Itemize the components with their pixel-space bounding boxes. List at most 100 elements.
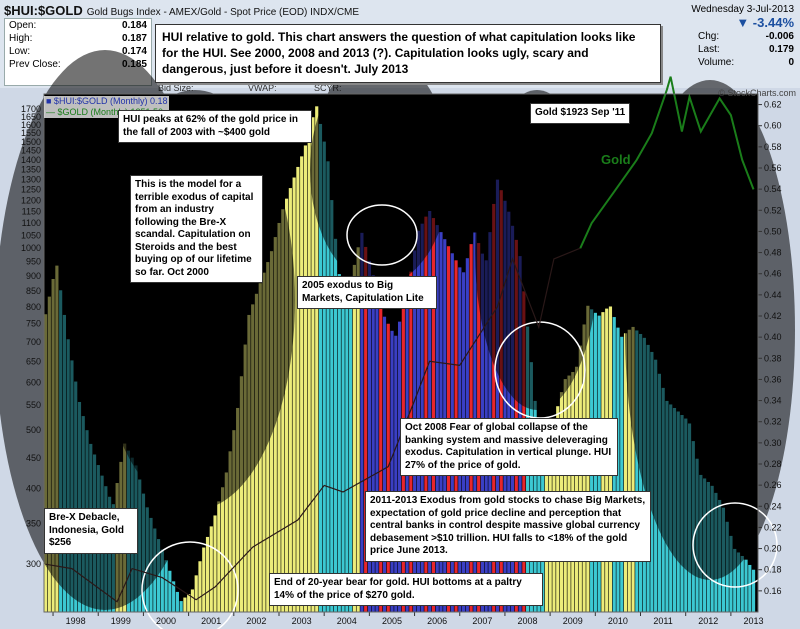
left-tick-label: 450 (26, 453, 41, 463)
right-tick-label: 0.44 (764, 290, 782, 300)
x-tick-label: 2006 (427, 616, 447, 626)
ratio-bar (503, 200, 507, 612)
left-tick-label: 900 (26, 271, 41, 281)
right-tick-label: 0.24 (764, 501, 782, 511)
note-2011-2013: 2011-2013 Exodus from gold stocks to cha… (365, 491, 651, 562)
left-tick-label: 600 (26, 377, 41, 387)
note-bear-end: End of 20-year bear for gold. HUI bottom… (269, 573, 543, 606)
right-tick-label: 0.16 (764, 586, 782, 596)
highlight-circle-0 (141, 541, 239, 629)
quote-date: Wednesday 3-Jul-2013 (691, 4, 794, 15)
ratio-bar (228, 451, 232, 612)
ratio-bar (322, 141, 326, 613)
ratio-bar (620, 336, 624, 612)
gold-series-label: Gold (601, 152, 631, 167)
x-tick-label: 2011 (653, 616, 672, 626)
note-oct-2008: Oct 2008 Fear of global collapse of the … (400, 418, 618, 476)
legend-gold: — $GOLD (Monthly) 1251.50 (46, 107, 164, 117)
ratio-bar (175, 591, 179, 612)
ratio-bar (205, 536, 210, 612)
ratio-bar (428, 210, 432, 612)
left-tick-label: 300 (26, 559, 41, 569)
ratio-bar (367, 261, 372, 612)
ratio-bar (220, 487, 225, 612)
ratio-bar (578, 345, 582, 612)
ratio-bar (431, 218, 436, 613)
ratio-bar (217, 501, 221, 612)
ratio-bar (232, 430, 236, 612)
ratio-bar (179, 601, 183, 612)
stat-volume: Volume: 0 (698, 57, 794, 68)
left-tick-label: 350 (26, 519, 41, 529)
x-tick-label: 2003 (292, 616, 312, 626)
ratio-bar (507, 211, 511, 612)
left-tick-label: 500 (26, 425, 41, 435)
x-tick-label: 2001 (201, 616, 221, 626)
ratio-bar (360, 232, 364, 613)
x-tick-label: 2002 (246, 616, 266, 626)
gold-line (579, 76, 755, 249)
ratio-bar (740, 555, 744, 612)
bid-size-label: Bid Size: (158, 83, 194, 93)
ratio-bar (420, 223, 424, 612)
ratio-bar (168, 570, 172, 612)
x-tick-label: 1998 (66, 616, 86, 626)
right-tick-label: 0.54 (764, 184, 782, 194)
ratio-bar (333, 238, 338, 613)
x-tick-label: 2009 (563, 616, 583, 626)
left-tick-label: 1600 (21, 120, 41, 130)
ratio-bar (623, 333, 628, 612)
ratio-bar (733, 548, 737, 612)
plot-border (43, 93, 759, 613)
ratio-bar (748, 564, 752, 612)
right-tick-label: 0.38 (764, 353, 782, 363)
left-tick-label: 850 (26, 286, 41, 296)
capitulation-ellipse-3 (475, 90, 599, 410)
legend-hui: ■ $HUI:$GOLD (Monthly) 0.18 (46, 96, 168, 106)
ratio-bar (364, 246, 368, 612)
left-tick-label: 700 (26, 337, 41, 347)
ratio-bar (187, 594, 191, 612)
right-tick-label: 0.22 (764, 522, 782, 532)
ratio-bar (424, 216, 428, 612)
ratio-bar (326, 161, 330, 613)
left-tick-label: 650 (26, 356, 41, 366)
note-2005-exodus: 2005 exodus to Big Markets, Capitulation… (297, 276, 437, 309)
capitulation-ellipse-4 (625, 80, 795, 580)
ratio-bar (194, 575, 198, 612)
x-tick-label: 1999 (111, 616, 131, 626)
ratio-bar (499, 190, 503, 612)
left-tick-label: 1050 (21, 230, 41, 240)
chart-symbol: $HUI:$GOLD Gold Bugs Index - AMEX/Gold - … (4, 3, 359, 18)
headline-note: HUI relative to gold. This chart answers… (155, 24, 661, 83)
left-tick-label: 1700 (21, 104, 41, 114)
ratio-bar (285, 198, 289, 612)
highlight-circle-3 (692, 502, 778, 588)
x-tick-label: 2000 (156, 616, 176, 626)
ratio-bar (300, 156, 304, 612)
ratio-bar (635, 330, 639, 612)
ratio-bar (352, 264, 356, 612)
ratio-bar (190, 589, 195, 612)
left-tick-label: 1550 (21, 128, 41, 138)
highlight-circle-1 (346, 204, 418, 266)
note-gold-peak: Gold $1923 Sep '11 (530, 103, 631, 124)
ratio-bar (631, 326, 635, 612)
left-tick-label: 550 (26, 400, 41, 410)
x-tick-label: 2008 (518, 616, 538, 626)
x-tick-label: 2004 (337, 616, 357, 626)
ratio-bar (394, 335, 398, 612)
right-tick-label: 0.26 (764, 480, 782, 490)
ratio-bar (318, 123, 323, 612)
left-tick-label: 1000 (21, 243, 41, 253)
x-tick-label: 2012 (698, 616, 718, 626)
left-tick-label: 1400 (21, 155, 41, 165)
left-tick-label: 1450 (21, 146, 41, 156)
x-tick-label: 2013 (743, 616, 763, 626)
ratio-bar (341, 277, 345, 612)
left-tick-label: 1200 (21, 195, 41, 205)
ratio-bar (202, 547, 206, 612)
ratio-bar (345, 281, 349, 612)
ratio-bar (307, 131, 311, 612)
ratio-bar (296, 166, 300, 612)
